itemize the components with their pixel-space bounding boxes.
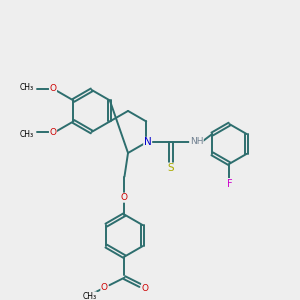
- Text: O: O: [50, 128, 56, 137]
- Text: F: F: [227, 178, 233, 189]
- Text: CH₃: CH₃: [20, 83, 34, 92]
- Text: O: O: [50, 84, 56, 93]
- Text: CH₃: CH₃: [20, 130, 34, 139]
- Text: NH: NH: [190, 136, 203, 146]
- Text: CH₃: CH₃: [82, 292, 96, 300]
- Text: O: O: [101, 284, 108, 292]
- Text: O: O: [142, 284, 148, 293]
- Text: O: O: [121, 193, 128, 202]
- Text: N: N: [144, 137, 152, 148]
- Text: S: S: [168, 163, 174, 173]
